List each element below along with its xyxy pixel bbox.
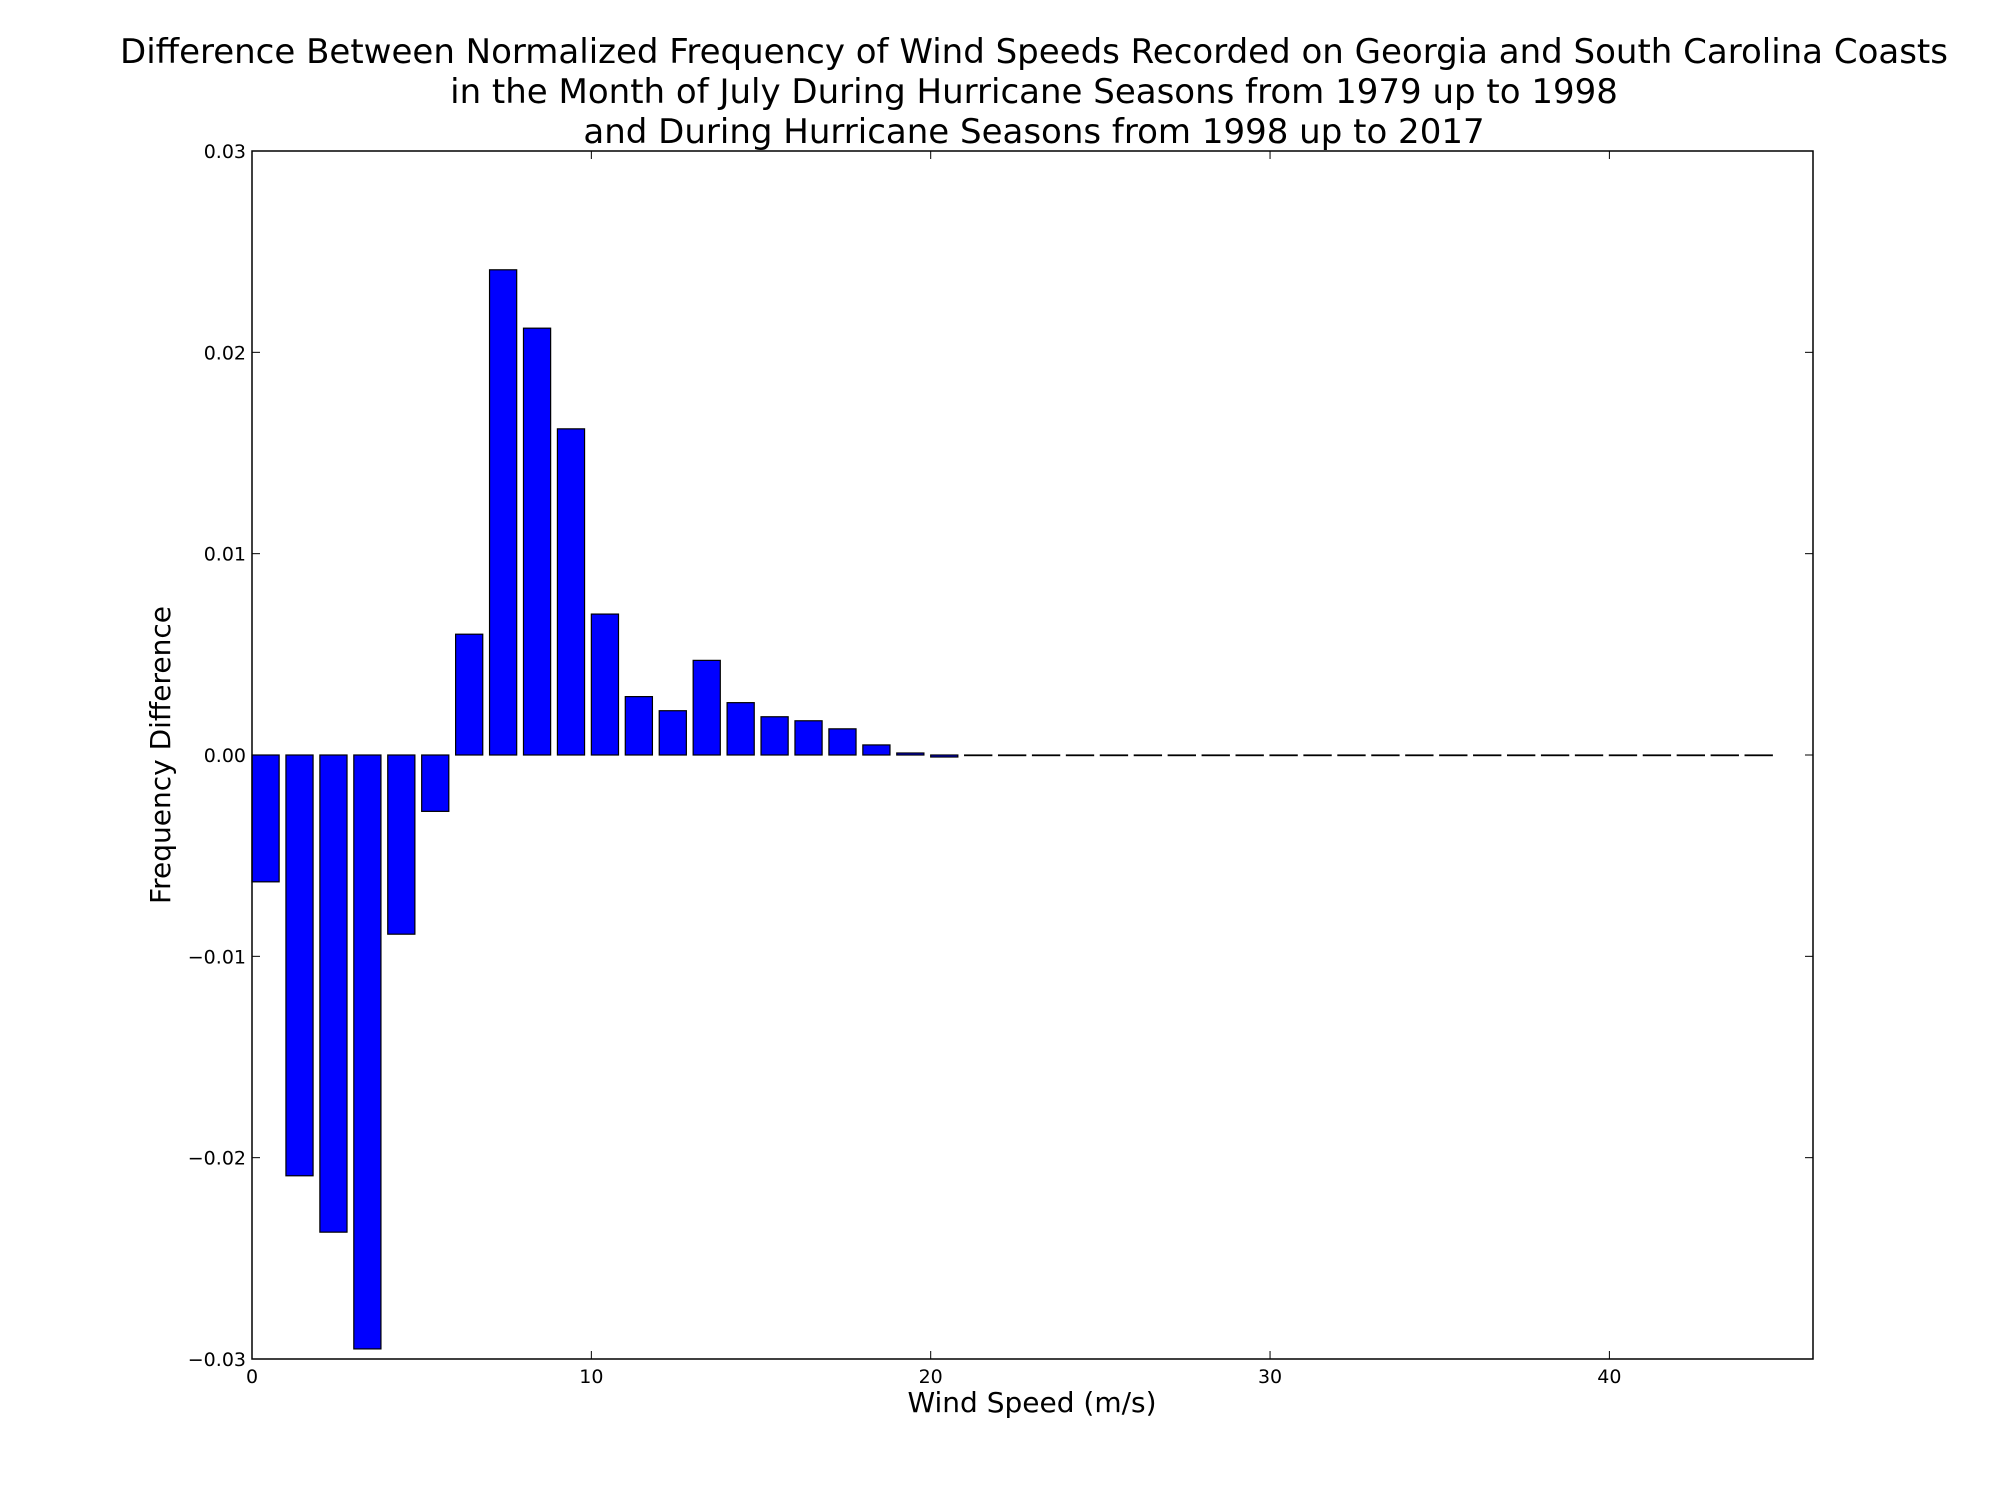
- bar-41: [1642, 754, 1672, 757]
- bar-28: [1201, 754, 1230, 757]
- bar-3: [353, 754, 382, 1350]
- bar-13: [692, 659, 721, 756]
- bar-7: [488, 269, 518, 756]
- bar-2: [319, 754, 348, 1233]
- bar-15: [760, 716, 789, 756]
- bar-29: [1235, 754, 1264, 757]
- axis-ticks: [251, 150, 1813, 1360]
- bar-16: [794, 720, 823, 756]
- bar-11: [624, 696, 654, 756]
- bar-26: [1133, 754, 1163, 757]
- bar-24: [1065, 754, 1095, 757]
- bar-1: [285, 754, 314, 1177]
- bar-21: [964, 754, 993, 757]
- y-tick-labels: −0.03 −0.02 −0.01 0.00 0.01 0.02 0.03: [188, 141, 246, 1371]
- x-tick-label: 20: [919, 1366, 943, 1388]
- y-tick-label: 0.02: [204, 342, 246, 364]
- bar-20: [930, 754, 959, 758]
- y-tick-label: −0.02: [188, 1148, 246, 1170]
- bar-19: [896, 752, 925, 756]
- bar-44: [1744, 754, 1773, 757]
- bar-39: [1574, 754, 1604, 757]
- chart-title-line-2: in the Month of July During Hurricane Se…: [450, 72, 1618, 112]
- bar-36: [1473, 754, 1502, 757]
- x-tick-label: 40: [1597, 1366, 1621, 1388]
- bar-5: [421, 754, 450, 812]
- bar-series: [251, 269, 1773, 1350]
- bar-4: [387, 754, 416, 935]
- chart-title-line-1: Difference Between Normalized Frequency …: [120, 32, 1948, 72]
- bar-17: [828, 728, 857, 756]
- bar-0: [251, 754, 280, 883]
- y-axis-label: Frequency Difference: [144, 606, 177, 904]
- x-tick-label: 0: [246, 1366, 258, 1388]
- bar-37: [1506, 754, 1536, 757]
- chart-title: Difference Between Normalized Frequency …: [120, 32, 1948, 152]
- bar-40: [1608, 754, 1638, 757]
- bar-25: [1099, 754, 1129, 757]
- bar-27: [1167, 754, 1196, 757]
- bar-31: [1303, 754, 1332, 757]
- bar-35: [1439, 754, 1468, 757]
- x-tick-label: 10: [579, 1366, 603, 1388]
- bar-38: [1540, 754, 1570, 757]
- bar-8: [522, 327, 552, 756]
- bar-6: [455, 633, 484, 756]
- bar-18: [862, 744, 891, 756]
- x-tick-label: 30: [1258, 1366, 1282, 1388]
- bar-32: [1337, 754, 1366, 757]
- bar-10: [590, 613, 620, 756]
- y-tick-label: −0.03: [188, 1349, 246, 1371]
- bar-22: [997, 754, 1027, 757]
- y-tick-label: 0.03: [204, 141, 246, 163]
- bar-33: [1371, 754, 1400, 757]
- y-tick-label: −0.01: [188, 946, 246, 968]
- x-axis-label: Wind Speed (m/s): [907, 1386, 1156, 1419]
- chart-title-line-3: and During Hurricane Seasons from 1998 u…: [583, 112, 1484, 152]
- bar-34: [1405, 754, 1434, 757]
- bar-30: [1269, 754, 1298, 757]
- bar-14: [726, 702, 755, 756]
- bar-9: [556, 428, 586, 756]
- x-tick-labels: 0 10 20 30 40: [246, 1366, 1622, 1388]
- bar-23: [1031, 754, 1061, 757]
- bar-12: [658, 710, 687, 756]
- bar-43: [1710, 754, 1739, 757]
- y-tick-label: 0.00: [204, 745, 246, 767]
- bar-42: [1676, 754, 1706, 757]
- y-tick-label: 0.01: [204, 544, 246, 566]
